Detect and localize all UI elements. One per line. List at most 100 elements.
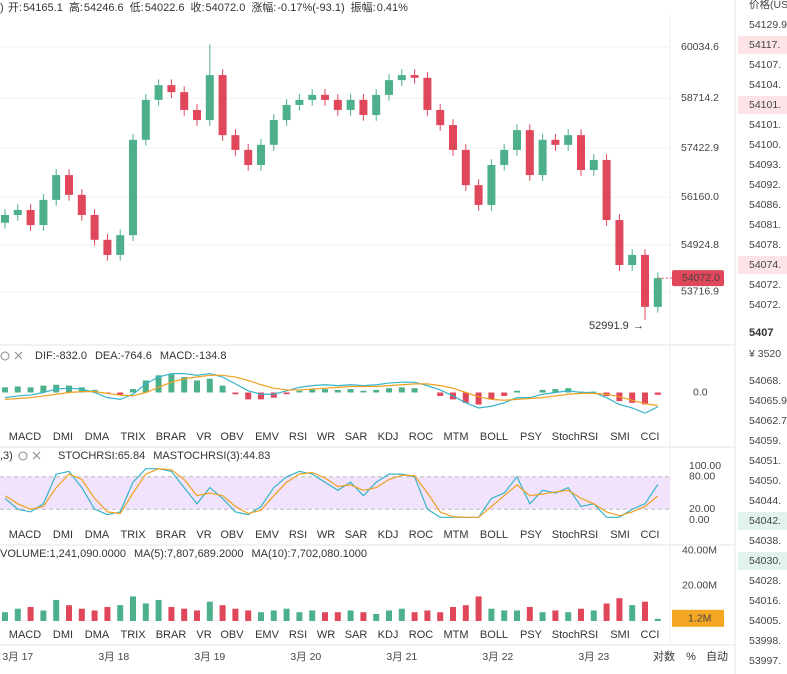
bid-price[interactable]: 54044.	[749, 495, 781, 507]
bid-price[interactable]: 54062.7	[749, 415, 787, 427]
indicator-tab[interactable]: EMV	[255, 431, 280, 443]
ask-price[interactable]: 54107.	[749, 59, 781, 71]
volume-header: MA(10):7,702,080.1000	[251, 548, 367, 560]
scale-button[interactable]: 对数	[653, 649, 675, 663]
scale-button[interactable]: 自动	[706, 650, 728, 663]
indicator-tab[interactable]: ROC	[409, 431, 434, 443]
bid-price[interactable]: 54065.9	[749, 395, 787, 407]
bid-price[interactable]: 54028.	[749, 575, 781, 587]
indicator-tab[interactable]: StochRSI	[552, 431, 598, 443]
indicator-tab[interactable]: OBV	[220, 529, 244, 541]
indicator-tab[interactable]: RSI	[289, 629, 307, 641]
macd-bar	[27, 387, 34, 393]
scale-button[interactable]: %	[686, 651, 696, 663]
indicator-tab[interactable]: WR	[317, 431, 335, 443]
indicator-tab[interactable]: WR	[317, 629, 335, 641]
indicator-tab[interactable]: KDJ	[378, 629, 399, 641]
ask-price[interactable]: 54078.	[749, 239, 781, 251]
bid-price[interactable]: 54042.	[749, 515, 781, 527]
indicator-tab[interactable]: DMA	[85, 629, 110, 641]
indicator-tab[interactable]: SAR	[345, 629, 368, 641]
bid-price[interactable]: 54038.	[749, 535, 781, 547]
ask-price[interactable]: 54101.	[749, 99, 781, 111]
indicator-tab[interactable]: BRAR	[156, 529, 187, 541]
ask-price[interactable]: 54074.	[749, 259, 781, 271]
indicator-tab[interactable]: StochRSI	[552, 529, 598, 541]
ask-price[interactable]: 54081.	[749, 219, 781, 231]
indicator-tab[interactable]: SAR	[345, 431, 368, 443]
bid-price[interactable]: 54068.	[749, 375, 781, 387]
indicator-tab[interactable]: BOLL	[480, 529, 508, 541]
bid-price[interactable]: 54059.	[749, 435, 781, 447]
indicator-tab[interactable]: SMI	[610, 629, 630, 641]
ask-price[interactable]: 54072.	[749, 279, 781, 291]
close-icon[interactable]	[32, 451, 41, 460]
bid-price[interactable]: 54016.	[749, 595, 781, 607]
indicator-tab[interactable]: BOLL	[480, 629, 508, 641]
indicator-tab[interactable]: OBV	[220, 431, 244, 443]
indicator-tab[interactable]: PSY	[520, 529, 543, 541]
ask-price[interactable]: 54129.9	[749, 19, 787, 31]
indicator-tab[interactable]: ROC	[409, 529, 434, 541]
indicator-tab[interactable]: VR	[196, 629, 211, 641]
ask-price[interactable]: 54086.	[749, 199, 781, 211]
indicator-tab[interactable]: CCI	[641, 431, 660, 443]
indicator-tab[interactable]: PSY	[520, 629, 543, 641]
settings-icon[interactable]	[18, 451, 28, 461]
indicator-tab[interactable]: CCI	[641, 629, 660, 641]
indicator-tab[interactable]: TRIX	[120, 629, 146, 641]
indicator-tab[interactable]: SAR	[345, 529, 368, 541]
ask-price[interactable]: 54093.	[749, 159, 781, 171]
ask-price[interactable]: 54104.	[749, 79, 781, 91]
indicator-tab[interactable]: DMA	[85, 529, 110, 541]
indicator-tab[interactable]: TRIX	[120, 431, 146, 443]
indicator-tab[interactable]: EMV	[255, 629, 280, 641]
indicator-tab[interactable]: MACD	[9, 529, 41, 541]
indicator-tab[interactable]: BOLL	[480, 431, 508, 443]
indicator-tab[interactable]: BRAR	[156, 431, 187, 443]
indicator-tab[interactable]: RSI	[289, 529, 307, 541]
indicator-tab[interactable]: DMI	[53, 431, 73, 443]
ask-price[interactable]: 54117.	[749, 39, 780, 51]
close-icon[interactable]	[14, 351, 23, 360]
indicator-tab[interactable]: KDJ	[378, 431, 399, 443]
indicator-tab[interactable]: MACD	[9, 629, 41, 641]
ask-price[interactable]: 54092.	[749, 179, 781, 191]
indicator-tab[interactable]: SMI	[610, 431, 630, 443]
indicator-tab[interactable]: TRIX	[120, 529, 146, 541]
bid-price[interactable]: 53997.	[749, 655, 781, 667]
indicator-tab[interactable]: ROC	[409, 629, 434, 641]
bid-price[interactable]: 54051.	[749, 455, 781, 467]
ask-price[interactable]: 54072.	[749, 299, 781, 311]
indicator-tab[interactable]: DMA	[85, 431, 110, 443]
indicator-tab[interactable]: VR	[196, 529, 211, 541]
indicator-tab[interactable]: PSY	[520, 431, 543, 443]
bid-price[interactable]: 54005.	[749, 615, 781, 627]
x-tick-label: 3月 20	[290, 651, 321, 663]
indicator-tab[interactable]: EMV	[255, 529, 280, 541]
indicator-tab[interactable]: DMI	[53, 629, 73, 641]
indicator-tab[interactable]: MACD	[9, 431, 41, 443]
settings-icon[interactable]	[0, 351, 10, 361]
ask-price[interactable]: 54100.	[749, 139, 781, 151]
macd-bar	[411, 388, 418, 393]
indicator-tab[interactable]: CCI	[641, 529, 660, 541]
indicator-tab[interactable]: BRAR	[156, 629, 187, 641]
indicator-tab[interactable]: MTM	[443, 431, 468, 443]
indicator-tab[interactable]: KDJ	[378, 529, 399, 541]
indicator-tab[interactable]: SMI	[610, 529, 630, 541]
indicator-tab[interactable]: MTM	[443, 529, 468, 541]
indicator-tab[interactable]: VR	[196, 431, 211, 443]
volume-bar	[578, 608, 584, 621]
bid-price[interactable]: 54030.	[749, 555, 781, 567]
indicator-tab[interactable]: MTM	[443, 629, 468, 641]
bid-price[interactable]: 53998.	[749, 635, 781, 647]
candle-body	[180, 92, 189, 110]
bid-price[interactable]: 54050.	[749, 475, 781, 487]
ask-price[interactable]: 54101.	[749, 119, 781, 131]
indicator-tab[interactable]: DMI	[53, 529, 73, 541]
indicator-tab[interactable]: OBV	[220, 629, 244, 641]
indicator-tab[interactable]: WR	[317, 529, 335, 541]
indicator-tab[interactable]: StochRSI	[552, 629, 598, 641]
indicator-tab[interactable]: RSI	[289, 431, 307, 443]
